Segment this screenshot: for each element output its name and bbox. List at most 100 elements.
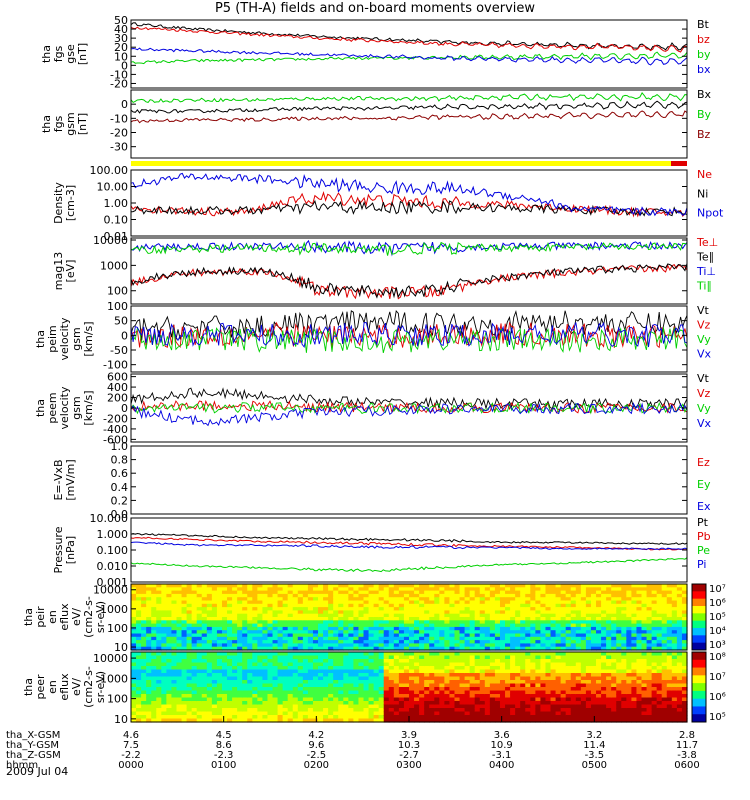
spectrogram-cell xyxy=(368,673,375,678)
spectrogram-cell xyxy=(307,680,314,685)
spectrogram-cell xyxy=(146,613,152,618)
spectrogram-cell xyxy=(434,613,440,618)
spectrogram-cell xyxy=(398,640,405,644)
spectrogram-cell xyxy=(575,659,582,664)
spectrogram-cell xyxy=(666,659,673,664)
spectrogram-cell xyxy=(439,666,445,671)
spectrogram-cell xyxy=(681,617,688,621)
spectrogram-cell xyxy=(651,669,658,674)
spectrogram-cell xyxy=(555,603,562,608)
spectrogram-cell xyxy=(141,687,147,692)
spectrogram-cell xyxy=(414,676,420,681)
spectrogram-cell xyxy=(388,610,395,615)
spectrogram-cell xyxy=(267,607,274,611)
spectrogram-cell xyxy=(363,636,370,641)
spectrogram-cell xyxy=(196,633,203,638)
spectrogram-cell xyxy=(444,630,451,635)
spectrogram-cell xyxy=(611,718,617,723)
spectrogram-cell xyxy=(141,652,147,657)
spectrogram-cell xyxy=(499,694,506,699)
x-tick-label: -3.5 xyxy=(585,750,605,761)
spectrogram-cell xyxy=(393,676,400,681)
spectrogram-cell xyxy=(540,593,547,598)
spectrogram-cell xyxy=(474,613,481,618)
spectrogram-cell xyxy=(611,633,617,638)
spectrogram-cell xyxy=(312,711,319,716)
spectrogram-cell xyxy=(363,708,370,713)
spectrogram-cell xyxy=(606,704,612,709)
spectrogram-cell xyxy=(510,593,516,598)
spectrogram-cell xyxy=(368,646,375,651)
spectrogram-cell xyxy=(525,683,531,688)
spectrogram-cell xyxy=(414,600,420,605)
spectrogram-cell xyxy=(510,662,516,667)
spectrogram-cell xyxy=(580,620,587,625)
spectrogram-cell xyxy=(196,607,203,611)
spectrogram-cell xyxy=(661,603,668,608)
spectrogram-cell xyxy=(641,711,648,716)
spectrogram-cell xyxy=(530,633,536,638)
spectrogram-cell xyxy=(196,640,203,644)
spectrogram-cell xyxy=(409,607,415,611)
spectrogram-cell xyxy=(196,630,203,635)
spectrogram-cell xyxy=(242,626,248,631)
spectrogram-cell xyxy=(312,607,319,611)
spectrogram-cell xyxy=(424,701,430,706)
spectrogram-cell xyxy=(378,687,385,692)
spectrogram-cell xyxy=(302,690,309,695)
spectrogram-cell xyxy=(666,590,673,595)
spectrogram-cell xyxy=(424,620,430,625)
spectrogram-cell xyxy=(580,633,587,638)
spectrogram-cell xyxy=(388,697,395,702)
spectrogram-cell xyxy=(601,584,607,588)
spectrogram-cell xyxy=(186,701,193,706)
spectrogram-cell xyxy=(454,633,461,638)
spectrogram-cell xyxy=(439,697,445,702)
spectrogram-cell xyxy=(510,626,516,631)
spectrogram-cell xyxy=(181,687,188,692)
spectrogram-cell xyxy=(247,613,253,618)
spectrogram-cell xyxy=(540,610,547,615)
spectrogram-cell xyxy=(287,613,294,618)
spectrogram-cell xyxy=(348,715,354,720)
spectrogram-cell xyxy=(575,630,582,635)
spectrogram-cell xyxy=(156,593,162,598)
spectrogram-cell xyxy=(681,643,688,648)
spectrogram-cell xyxy=(181,620,188,625)
spectrogram-cell xyxy=(434,708,440,713)
spectrogram-cell xyxy=(424,669,430,674)
spectrogram-cell xyxy=(176,610,183,615)
spectrogram-cell xyxy=(338,662,344,667)
spectrogram-cell xyxy=(363,666,370,671)
spectrogram-cell xyxy=(237,701,243,706)
spectrogram-cell xyxy=(201,593,208,598)
spectrogram-cell xyxy=(237,593,243,598)
spectrogram-cell xyxy=(166,630,173,635)
spectrogram-cell xyxy=(515,646,521,651)
spectrogram-cell xyxy=(555,617,562,621)
spectrogram-cell xyxy=(409,587,415,592)
spectrogram-cell xyxy=(520,610,526,615)
spectrogram-cell xyxy=(570,587,577,592)
spectrogram-cell xyxy=(272,666,279,671)
spectrogram-cell xyxy=(242,630,248,635)
spectrogram-cell xyxy=(221,646,228,651)
spectrogram-cell xyxy=(414,617,420,621)
spectrogram-cell xyxy=(580,655,587,660)
spectrogram-cell xyxy=(368,655,375,660)
y-axis-label: gsm xyxy=(70,327,83,350)
spectrogram-cell xyxy=(651,640,658,644)
spectrogram-cell xyxy=(156,610,162,615)
y-tick-label: 100 xyxy=(107,285,128,298)
spectrogram-cell xyxy=(398,701,405,706)
spectrogram-cell xyxy=(378,666,385,671)
spectrogram-cell xyxy=(641,597,648,602)
spectrogram-cell xyxy=(353,652,360,657)
spectrogram-cell xyxy=(676,617,683,621)
spectrogram-cell xyxy=(409,655,415,660)
legend-label: Vx xyxy=(697,417,712,430)
series-line-bx xyxy=(130,47,688,66)
spectrogram-cell xyxy=(469,718,476,723)
spectrogram-cell xyxy=(393,600,400,605)
spectrogram-cell xyxy=(201,676,208,681)
